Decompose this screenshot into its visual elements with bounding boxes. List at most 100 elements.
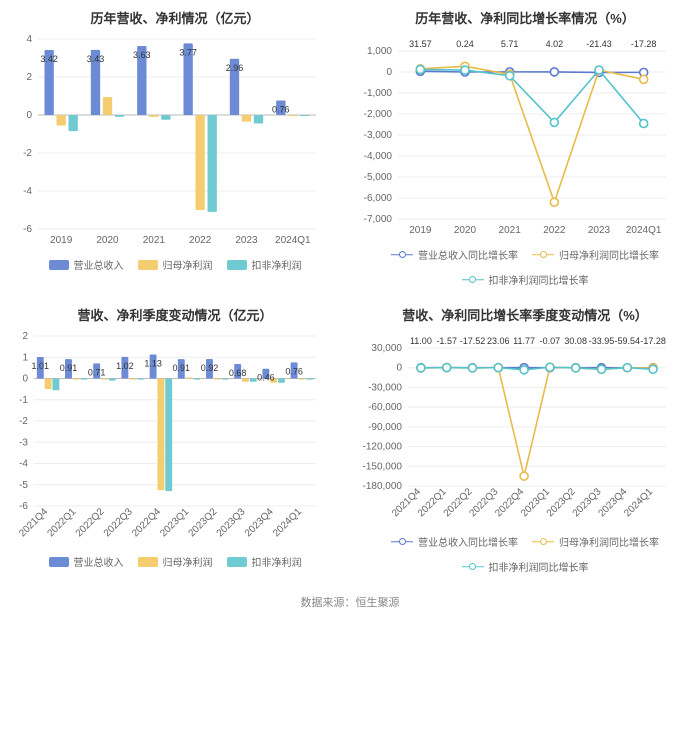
chart3-title: 营收、净利季度变动情况（亿元）	[4, 305, 346, 324]
svg-text:-3,000: -3,000	[364, 130, 393, 141]
svg-text:0.71: 0.71	[88, 367, 106, 377]
svg-text:4: 4	[26, 34, 32, 45]
legend-swatch-icon	[138, 260, 158, 270]
svg-text:-6: -6	[19, 501, 28, 512]
svg-text:3.77: 3.77	[179, 47, 197, 57]
legend-label: 归母净利润同比增长率	[559, 247, 659, 262]
chart1-title: 历年营收、净利情况（亿元）	[4, 8, 346, 27]
svg-text:-5: -5	[19, 480, 28, 491]
legend-item: 归母净利润同比增长率	[532, 247, 659, 262]
legend-swatch-icon	[49, 557, 69, 567]
chart2-legend: 营业总收入同比增长率 归母净利润同比增长率扣非净利润同比增长率	[354, 243, 696, 293]
svg-text:2022: 2022	[543, 225, 566, 236]
chart3-legend: 营业总收入归母净利润 扣非净利润	[4, 550, 346, 575]
chart3-plot: -6-5-4-3-2-10122021Q42022Q12022Q22022Q32…	[4, 330, 346, 550]
data-source-footer: 数据来源：恒生聚源	[0, 584, 700, 624]
svg-text:2023: 2023	[588, 225, 611, 236]
svg-text:2022Q3: 2022Q3	[102, 506, 135, 539]
svg-text:-150,000: -150,000	[363, 461, 403, 472]
svg-text:0.91: 0.91	[173, 363, 191, 373]
legend-label: 营业总收入同比增长率	[418, 534, 518, 549]
panel-quarter-values: 营收、净利季度变动情况（亿元） -6-5-4-3-2-10122021Q4202…	[0, 297, 350, 584]
svg-text:2019: 2019	[409, 225, 432, 236]
svg-text:-17.28: -17.28	[631, 39, 657, 49]
svg-text:-7,000: -7,000	[364, 214, 393, 225]
svg-text:3.43: 3.43	[87, 54, 105, 64]
legend-swatch-icon	[462, 275, 484, 285]
svg-text:2020: 2020	[454, 225, 477, 236]
svg-text:2023Q3: 2023Q3	[215, 506, 248, 539]
svg-text:5.71: 5.71	[501, 39, 519, 49]
chart4-title: 营收、净利同比增长率季度变动情况（%）	[354, 305, 696, 324]
legend-item: 归母净利润	[138, 554, 213, 569]
svg-text:0: 0	[386, 67, 392, 78]
legend-item: 扣非净利润	[227, 257, 302, 272]
svg-text:-6,000: -6,000	[364, 193, 393, 204]
svg-text:0.76: 0.76	[272, 105, 290, 115]
legend-label: 扣非净利润同比增长率	[489, 272, 589, 287]
svg-text:2024Q1: 2024Q1	[626, 225, 662, 236]
svg-text:-2: -2	[19, 416, 28, 427]
svg-text:2: 2	[22, 331, 28, 342]
svg-text:-4: -4	[23, 186, 32, 197]
panel-annual-values: 历年营收、净利情况（亿元） -6-4-202420192020202120222…	[0, 0, 350, 297]
svg-text:11.00: 11.00	[410, 336, 432, 346]
svg-text:3.42: 3.42	[40, 54, 58, 64]
legend-label: 扣非净利润	[252, 554, 302, 569]
legend-swatch-icon	[462, 562, 484, 572]
svg-text:-1,000: -1,000	[364, 88, 393, 99]
legend-item: 归母净利润	[138, 257, 213, 272]
svg-text:0.24: 0.24	[456, 39, 474, 49]
legend-label: 营业总收入	[74, 257, 124, 272]
svg-text:2022Q4: 2022Q4	[130, 506, 163, 539]
svg-text:0: 0	[396, 363, 402, 374]
chart4-plot: -180,000-150,000-120,000-90,000-60,000-3…	[354, 330, 696, 530]
legend-swatch-icon	[49, 260, 69, 270]
svg-text:-1: -1	[19, 395, 28, 406]
svg-text:30,000: 30,000	[371, 343, 402, 354]
legend-label: 营业总收入同比增长率	[418, 247, 518, 262]
svg-text:-2,000: -2,000	[364, 109, 393, 120]
svg-text:1.01: 1.01	[32, 361, 50, 371]
chart1-legend: 营业总收入归母净利润 扣非净利润	[4, 253, 346, 278]
svg-text:23.06: 23.06	[487, 336, 510, 346]
legend-swatch-icon	[227, 557, 247, 567]
svg-text:2023Q4: 2023Q4	[243, 506, 276, 539]
svg-text:-6: -6	[23, 224, 32, 235]
legend-item: 扣非净利润同比增长率	[462, 559, 589, 574]
legend-swatch-icon	[532, 250, 554, 260]
legend-label: 营业总收入	[74, 554, 124, 569]
chart1-plot: -6-4-2024201920202021202220232024Q13.423…	[4, 33, 346, 253]
svg-text:-120,000: -120,000	[363, 442, 403, 453]
svg-text:-17.28: -17.28	[640, 336, 666, 346]
svg-text:-30,000: -30,000	[368, 382, 402, 393]
legend-item: 扣非净利润	[227, 554, 302, 569]
legend-item: 营业总收入	[49, 257, 124, 272]
svg-text:1.13: 1.13	[144, 358, 162, 368]
legend-label: 扣非净利润同比增长率	[489, 559, 589, 574]
legend-swatch-icon	[391, 537, 413, 547]
svg-text:2020: 2020	[96, 235, 119, 246]
legend-item: 营业总收入	[49, 554, 124, 569]
svg-text:2024Q1: 2024Q1	[271, 506, 304, 539]
svg-text:1,000: 1,000	[367, 46, 392, 57]
legend-item: 扣非净利润同比增长率	[462, 272, 589, 287]
svg-text:-0.07: -0.07	[540, 336, 561, 346]
svg-text:0.76: 0.76	[285, 366, 303, 376]
svg-text:1.02: 1.02	[116, 361, 134, 371]
chart2-plot: -7,000-6,000-5,000-4,000-3,000-2,000-1,0…	[354, 33, 696, 243]
svg-text:-4,000: -4,000	[364, 151, 393, 162]
legend-item: 营业总收入同比增长率	[391, 534, 518, 549]
svg-text:0.68: 0.68	[229, 368, 247, 378]
svg-text:2023: 2023	[235, 235, 258, 246]
svg-text:0: 0	[22, 374, 28, 385]
legend-item: 归母净利润同比增长率	[532, 534, 659, 549]
legend-swatch-icon	[227, 260, 247, 270]
svg-text:-17.52: -17.52	[460, 336, 486, 346]
svg-text:2022: 2022	[189, 235, 212, 246]
svg-text:2024Q1: 2024Q1	[622, 486, 655, 519]
svg-text:0.92: 0.92	[201, 363, 219, 373]
svg-text:2022Q1: 2022Q1	[45, 506, 78, 539]
legend-label: 扣非净利润	[252, 257, 302, 272]
svg-text:2021: 2021	[499, 225, 522, 236]
